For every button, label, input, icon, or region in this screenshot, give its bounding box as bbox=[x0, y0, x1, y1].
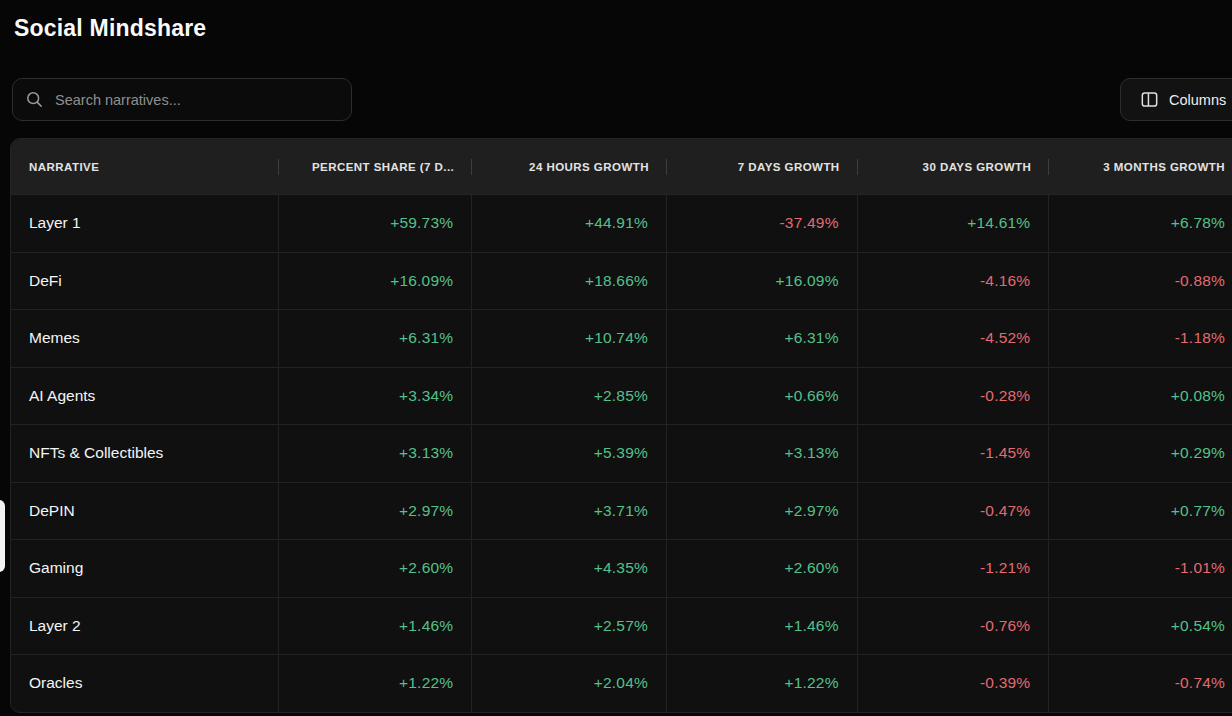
columns-button[interactable]: Columns bbox=[1120, 78, 1232, 121]
growth-value-cell: +3.13% bbox=[279, 425, 473, 482]
growth-value-cell: +0.29% bbox=[1049, 425, 1232, 482]
growth-value-cell: +6.31% bbox=[667, 310, 858, 367]
column-header-growth_24h[interactable]: 24 HOURS GROWTH bbox=[472, 139, 667, 194]
growth-value-cell: +6.31% bbox=[279, 310, 473, 367]
table-row[interactable]: Oracles+1.22%+2.04%+1.22%-0.39%-0.74% bbox=[11, 654, 1232, 712]
growth-value-cell: +2.97% bbox=[667, 483, 858, 540]
table-row[interactable]: DePIN+2.97%+3.71%+2.97%-0.47%+0.77% bbox=[11, 482, 1232, 540]
narrative-cell: DeFi bbox=[11, 253, 279, 310]
narrative-cell: Layer 1 bbox=[11, 195, 279, 252]
growth-value-cell: +1.22% bbox=[279, 655, 473, 712]
mindshare-table: NARRATIVE PERCENT SHARE (7 D... 24 HOURS G… bbox=[10, 138, 1232, 713]
growth-value-cell: +14.61% bbox=[858, 195, 1050, 252]
growth-value-cell: +3.34% bbox=[279, 368, 473, 425]
growth-value-cell: +5.39% bbox=[472, 425, 667, 482]
column-header-label: NARRATIVE bbox=[29, 161, 99, 173]
growth-value-cell: +18.66% bbox=[472, 253, 667, 310]
growth-value-cell: +1.46% bbox=[279, 598, 473, 655]
growth-value-cell: +2.04% bbox=[472, 655, 667, 712]
table-row[interactable]: AI Agents+3.34%+2.85%+0.66%-0.28%+0.08% bbox=[11, 367, 1232, 425]
growth-value-cell: -4.52% bbox=[858, 310, 1050, 367]
columns-button-label: Columns bbox=[1169, 92, 1226, 108]
growth-value-cell: +2.60% bbox=[667, 540, 858, 597]
growth-value-cell: -4.16% bbox=[858, 253, 1050, 310]
growth-value-cell: -0.76% bbox=[858, 598, 1050, 655]
left-edge-handle[interactable] bbox=[0, 500, 5, 572]
narrative-cell: Layer 2 bbox=[11, 598, 279, 655]
search-input[interactable] bbox=[53, 91, 338, 109]
growth-value-cell: -1.21% bbox=[858, 540, 1050, 597]
growth-value-cell: +0.77% bbox=[1049, 483, 1232, 540]
growth-value-cell: +2.57% bbox=[472, 598, 667, 655]
narrative-cell: Gaming bbox=[11, 540, 279, 597]
column-header-label: 30 DAYS GROWTH bbox=[923, 161, 1032, 173]
column-header-growth_3m[interactable]: 3 MONTHS GROWTH bbox=[1049, 139, 1232, 194]
column-header-narrative[interactable]: NARRATIVE bbox=[11, 139, 279, 194]
column-header-label: 24 HOURS GROWTH bbox=[529, 161, 649, 173]
growth-value-cell: -1.45% bbox=[858, 425, 1050, 482]
growth-value-cell: +6.78% bbox=[1049, 195, 1232, 252]
narrative-cell: AI Agents bbox=[11, 368, 279, 425]
growth-value-cell: +4.35% bbox=[472, 540, 667, 597]
search-narratives-box[interactable] bbox=[12, 78, 352, 121]
column-header-label: 7 DAYS GROWTH bbox=[738, 161, 840, 173]
growth-value-cell: +0.54% bbox=[1049, 598, 1232, 655]
growth-value-cell: +1.22% bbox=[667, 655, 858, 712]
growth-value-cell: +3.71% bbox=[472, 483, 667, 540]
growth-value-cell: -37.49% bbox=[667, 195, 858, 252]
growth-value-cell: +16.09% bbox=[279, 253, 473, 310]
table-row[interactable]: Layer 2+1.46%+2.57%+1.46%-0.76%+0.54% bbox=[11, 597, 1232, 655]
growth-value-cell: +0.08% bbox=[1049, 368, 1232, 425]
column-header-percent_share_7d[interactable]: PERCENT SHARE (7 D... bbox=[279, 139, 473, 194]
narrative-cell: Memes bbox=[11, 310, 279, 367]
table-header-row: NARRATIVE PERCENT SHARE (7 D... 24 HOURS G… bbox=[11, 139, 1232, 194]
column-header-growth_30d[interactable]: 30 DAYS GROWTH bbox=[858, 139, 1050, 194]
column-header-label: PERCENT SHARE (7 D... bbox=[312, 161, 454, 173]
table-row[interactable]: Gaming+2.60%+4.35%+2.60%-1.21%-1.01% bbox=[11, 539, 1232, 597]
growth-value-cell: +3.13% bbox=[667, 425, 858, 482]
growth-value-cell: +2.60% bbox=[279, 540, 473, 597]
growth-value-cell: +1.46% bbox=[667, 598, 858, 655]
growth-value-cell: +16.09% bbox=[667, 253, 858, 310]
table-row[interactable]: Memes+6.31%+10.74%+6.31%-4.52%-1.18% bbox=[11, 309, 1232, 367]
growth-value-cell: +10.74% bbox=[472, 310, 667, 367]
growth-value-cell: +44.91% bbox=[472, 195, 667, 252]
growth-value-cell: -0.28% bbox=[858, 368, 1050, 425]
narrative-cell: NFTs & Collectibles bbox=[11, 425, 279, 482]
table-body: Layer 1+59.73%+44.91%-37.49%+14.61%+6.78… bbox=[11, 194, 1232, 712]
growth-value-cell: -0.47% bbox=[858, 483, 1050, 540]
columns-icon bbox=[1141, 91, 1158, 108]
growth-value-cell: -0.74% bbox=[1049, 655, 1232, 712]
table-row[interactable]: Layer 1+59.73%+44.91%-37.49%+14.61%+6.78… bbox=[11, 194, 1232, 252]
table-row[interactable]: NFTs & Collectibles+3.13%+5.39%+3.13%-1.… bbox=[11, 424, 1232, 482]
column-header-label: 3 MONTHS GROWTH bbox=[1103, 161, 1225, 173]
search-icon bbox=[26, 91, 43, 108]
narrative-cell: DePIN bbox=[11, 483, 279, 540]
growth-value-cell: +59.73% bbox=[279, 195, 473, 252]
growth-value-cell: +2.97% bbox=[279, 483, 473, 540]
growth-value-cell: -1.18% bbox=[1049, 310, 1232, 367]
growth-value-cell: -0.88% bbox=[1049, 253, 1232, 310]
table-row[interactable]: DeFi+16.09%+18.66%+16.09%-4.16%-0.88% bbox=[11, 252, 1232, 310]
page-title: Social Mindshare bbox=[14, 15, 206, 42]
growth-value-cell: +2.85% bbox=[472, 368, 667, 425]
growth-value-cell: +0.66% bbox=[667, 368, 858, 425]
growth-value-cell: -1.01% bbox=[1049, 540, 1232, 597]
narrative-cell: Oracles bbox=[11, 655, 279, 712]
growth-value-cell: -0.39% bbox=[858, 655, 1050, 712]
column-header-growth_7d[interactable]: 7 DAYS GROWTH bbox=[667, 139, 858, 194]
social-mindshare-page: Social Mindshare Columns NARRATIVE PERCEN… bbox=[0, 0, 1232, 716]
